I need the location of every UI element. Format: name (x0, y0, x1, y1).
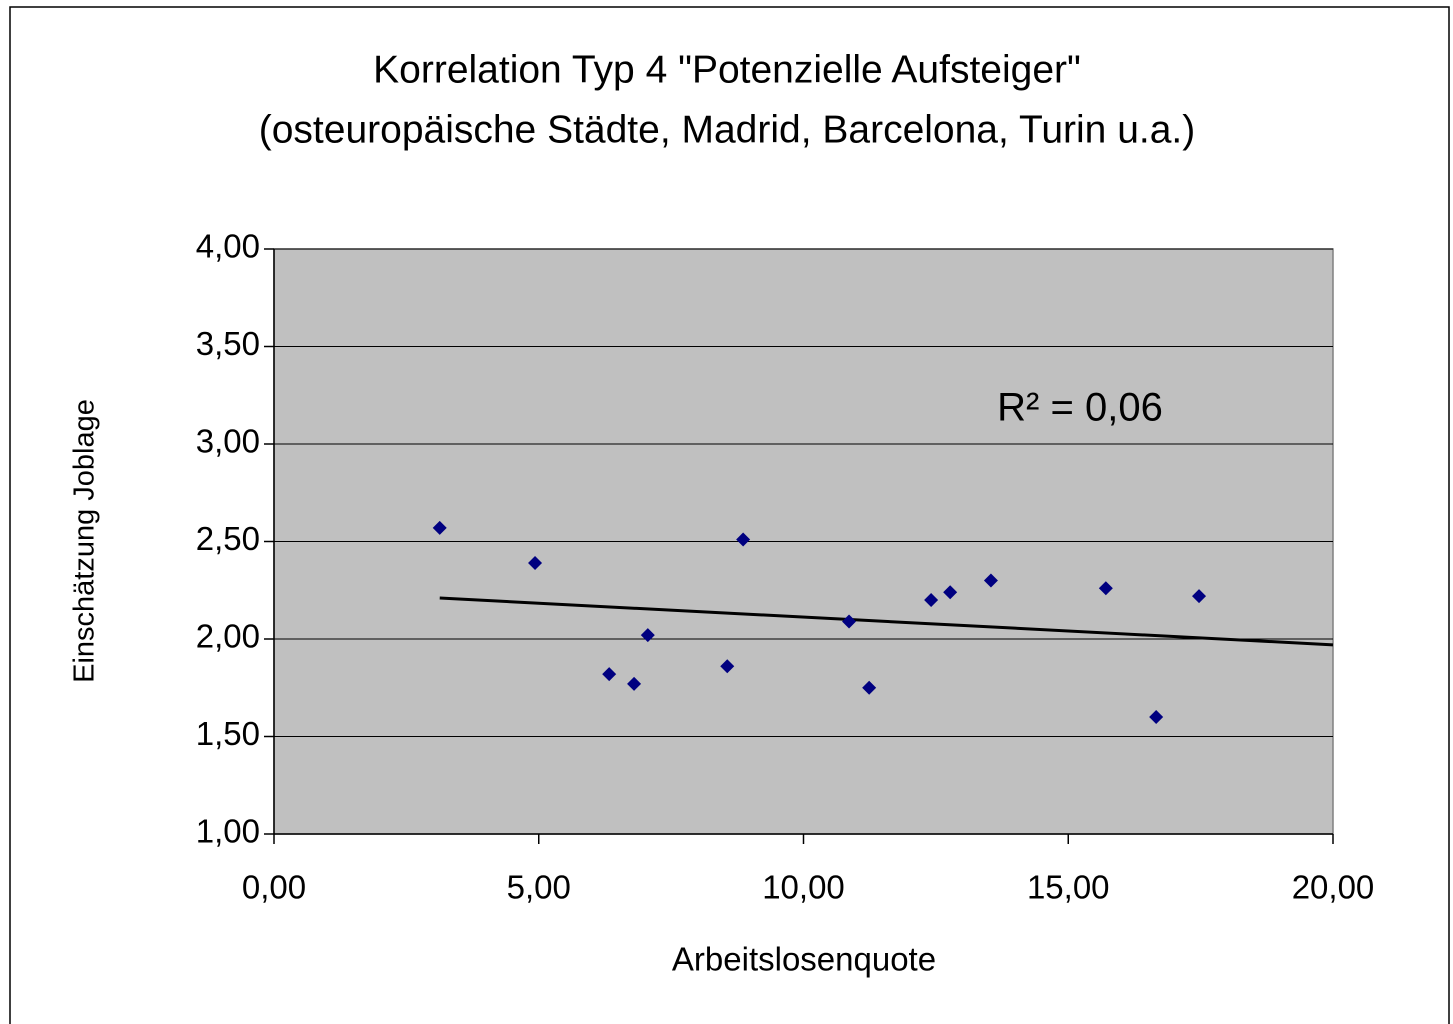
marker (736, 532, 751, 547)
x-axis-title: Arbeitslosenquote (672, 941, 936, 978)
marker (627, 676, 642, 691)
y-tick-label: 3,00 (196, 423, 260, 460)
marker (983, 573, 998, 588)
chart-title: Korrelation Typ 4 "Potenzielle Aufsteige… (373, 48, 1081, 91)
marker (943, 585, 958, 600)
marker (842, 614, 857, 629)
y-tick-label: 2,00 (196, 618, 260, 655)
marker (432, 520, 447, 535)
y-tick-label: 3,50 (196, 325, 260, 362)
marker (1149, 710, 1164, 724)
x-tick-label: 0,00 (242, 869, 306, 906)
marker (602, 667, 617, 682)
marker (862, 680, 877, 695)
marker (1192, 589, 1207, 604)
x-tick-label: 20,00 (1292, 869, 1375, 906)
marker (640, 628, 655, 643)
x-tick-label: 5,00 (507, 869, 571, 906)
y-tick-label: 1,00 (196, 813, 260, 850)
y-tick-label: 4,00 (196, 228, 260, 265)
marker (1098, 581, 1113, 596)
annotation: R² = 0,06 (997, 386, 1163, 430)
y-tick-label: 2,50 (196, 520, 260, 557)
y-axis-title: Einschätzung Joblage (69, 399, 101, 683)
marker (528, 555, 543, 570)
marker (924, 593, 939, 607)
x-tick-label: 10,00 (762, 869, 845, 906)
chart-title: (osteuropäische Städte, Madrid, Barcelon… (259, 108, 1196, 151)
trendline (439, 596, 1334, 647)
marker (720, 659, 735, 674)
x-tick-label: 15,00 (1027, 869, 1110, 906)
y-tick-label: 1,50 (196, 715, 260, 752)
